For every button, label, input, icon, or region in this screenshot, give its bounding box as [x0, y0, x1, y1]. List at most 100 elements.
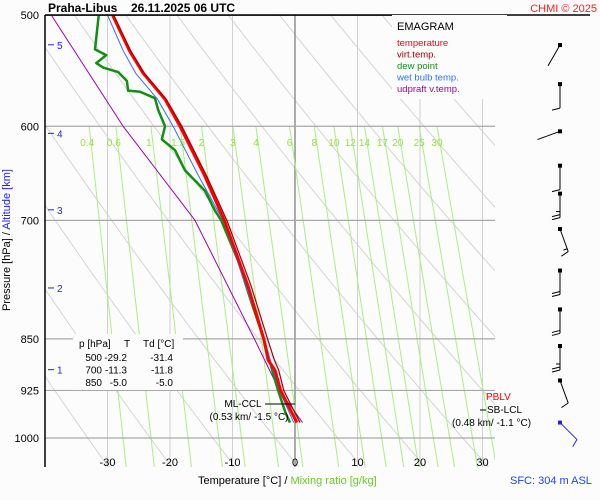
legend-box — [392, 15, 507, 99]
mixing-ratio-line — [397, 126, 456, 467]
wind-barb-feather — [561, 251, 569, 257]
dry-adiabat — [227, 15, 495, 338]
table-header: T — [124, 339, 130, 350]
copyright: CHMI © 2025 — [530, 3, 597, 15]
y-tick-label: 700 — [21, 215, 39, 227]
wind-barb-station — [558, 163, 562, 168]
y-axis-label: Pressure [hPa] / Altitude [km] — [1, 169, 13, 311]
altitude-label: 5 — [57, 41, 63, 52]
legend-item: udpraft v.temp. — [397, 84, 460, 95]
mixing-ratio-label: 14 — [359, 138, 371, 149]
series-wet-bulb-temp- — [107, 15, 295, 423]
mixing-ratio-label: 3 — [230, 138, 236, 149]
wind-barb-half-feather — [563, 248, 568, 251]
table-cell: 850 — [85, 378, 102, 389]
table-cell: -11.3 — [105, 366, 127, 377]
y-tick-label: 925 — [21, 385, 39, 397]
wind-barb-feather — [551, 291, 561, 295]
wind-barb-staff — [559, 228, 569, 252]
mixing-ratio-label: 20 — [392, 138, 404, 149]
mixing-ratio-label: 1 — [146, 138, 152, 149]
mixing-ratio-label: 0.4 — [80, 138, 94, 149]
wind-barb-station — [558, 129, 562, 134]
mixing-ratio-line — [363, 126, 420, 467]
x-tick-label: 10 — [351, 457, 363, 469]
wind-barb-feather — [551, 332, 561, 336]
mixing-ratio-line — [150, 126, 192, 467]
x-tick-label: 0 — [292, 457, 298, 469]
mixing-ratio-line — [436, 126, 495, 462]
mixing-ratio-label: 2 — [199, 138, 205, 149]
wind-barb-station — [558, 378, 562, 383]
mixing-ratio-label: 4 — [253, 138, 259, 149]
mixing-ratio-label: 30 — [431, 138, 443, 149]
x-axis-label: Temperature [°C] / Mixing ratio [g/kg] — [198, 475, 377, 487]
wind-barb-feather — [551, 294, 561, 298]
mixing-ratio-line — [255, 126, 304, 467]
chart-title: Praha-Libus — [48, 1, 118, 15]
surface-note: SFC: 304 m ASL — [510, 475, 592, 487]
table-cell: 500 — [85, 353, 102, 364]
dry-adiabat — [45, 375, 109, 467]
y-tick-label: 1000 — [15, 433, 39, 445]
x-tick-label: -20 — [162, 457, 178, 469]
mixing-ratio-label: 1.5 — [171, 138, 185, 149]
mixing-ratio-line — [381, 126, 439, 467]
dry-adiabat — [330, 15, 495, 208]
dry-adiabat — [45, 124, 300, 467]
mixing-ratio-line — [232, 126, 279, 467]
wind-barb-feather — [572, 439, 578, 447]
mixing-ratio-line — [115, 126, 155, 467]
dry-adiabat — [45, 204, 236, 467]
dry-adiabat — [45, 46, 363, 467]
wind-barb-feather — [551, 217, 561, 221]
dry-adiabat — [381, 15, 495, 147]
y-tick-label: 500 — [21, 10, 39, 22]
mixing-ratio-line — [349, 126, 405, 467]
ml-ccl-label: ML-CCL — [224, 399, 262, 410]
mixing-ratio-line — [313, 126, 366, 467]
pblv-label: PBLV — [486, 392, 511, 403]
wind-barb-station — [558, 420, 562, 425]
mixing-ratio-label: 10 — [328, 138, 340, 149]
dry-adiabat — [278, 15, 495, 272]
wind-barb-station — [558, 191, 562, 196]
series-temperature — [111, 15, 299, 424]
legend-item: dew point — [397, 61, 438, 72]
sb-lcl-label: SB-LCL — [487, 405, 522, 416]
dry-adiabat — [125, 15, 490, 467]
wind-barb-staff — [547, 44, 561, 67]
wind-barb-feather — [551, 214, 561, 218]
altitude-label: 3 — [57, 206, 63, 217]
table-cell: -5.0 — [156, 378, 174, 389]
y-tick-label: 850 — [21, 334, 39, 346]
mixing-ratio-label: 8 — [311, 138, 317, 149]
mixing-ratio-line — [418, 126, 478, 467]
wind-barb-feather — [551, 369, 561, 373]
x-tick-label: 20 — [414, 457, 426, 469]
diagram-label: EMAGRAM — [397, 21, 454, 33]
altitude-label: 4 — [57, 129, 63, 140]
mixing-ratio-label: 12 — [345, 138, 357, 149]
mixing-ratio-label: 25 — [414, 138, 426, 149]
altitude-label: 2 — [57, 284, 63, 295]
table-cell: -5.0 — [110, 378, 128, 389]
wind-barb-feather — [561, 402, 569, 409]
mixing-ratio-label: 17 — [377, 138, 389, 149]
wind-barb-staff — [537, 130, 561, 141]
legend-item: virt.temp. — [397, 50, 436, 61]
mixing-ratio-line — [88, 126, 127, 467]
dry-adiabat — [45, 288, 173, 467]
wind-barb-feather — [551, 329, 561, 333]
wind-barb-station — [558, 343, 562, 348]
mixing-ratio-line — [333, 126, 387, 467]
sb-lcl-detail: (0.48 km/ -1.1 °C) — [452, 418, 531, 429]
mixing-ratio-line — [289, 126, 340, 467]
mixing-ratio-line — [179, 126, 223, 467]
table-cell: 700 — [85, 366, 102, 377]
wind-barb-feather — [551, 189, 561, 193]
wind-barb-station — [558, 227, 562, 232]
dry-adiabat — [73, 15, 426, 467]
wind-barb-staff — [559, 422, 578, 440]
